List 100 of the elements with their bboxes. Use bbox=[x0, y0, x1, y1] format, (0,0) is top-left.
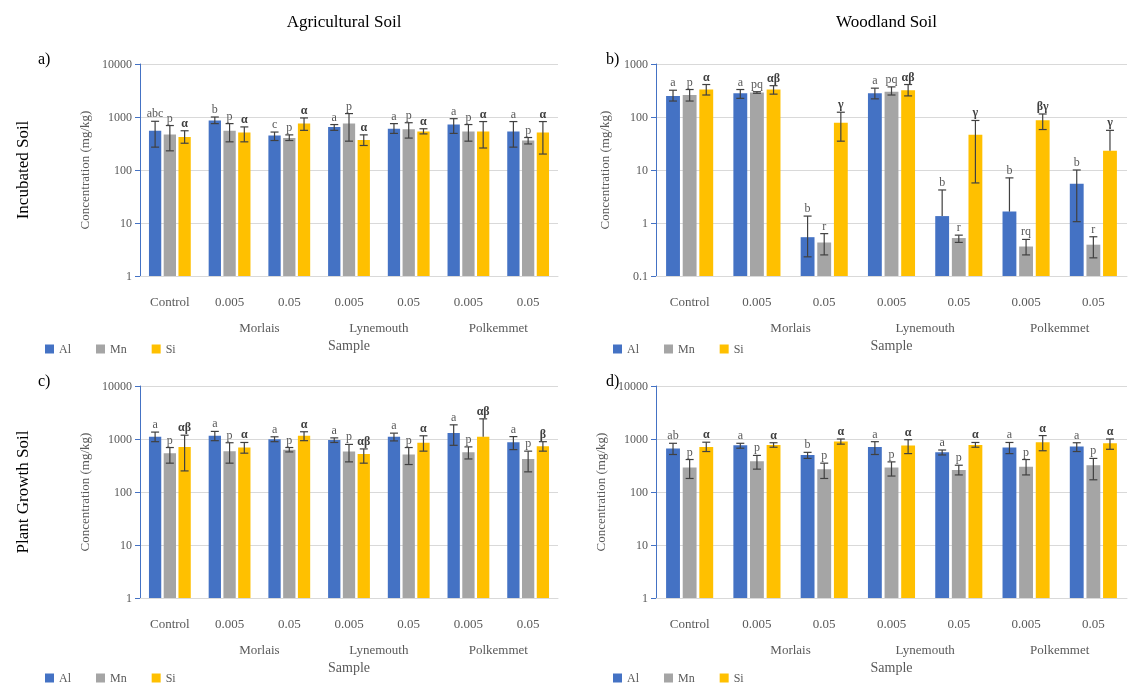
data-label: αβ bbox=[901, 69, 915, 84]
data-label: p bbox=[286, 119, 293, 134]
data-label: b bbox=[211, 102, 218, 116]
data-label: p bbox=[286, 432, 293, 447]
legend-label: Mn bbox=[678, 342, 695, 356]
data-label: a bbox=[872, 426, 879, 441]
y-tick-label: 1 bbox=[126, 269, 132, 283]
data-label: p bbox=[821, 448, 828, 463]
data-label: p bbox=[888, 446, 895, 461]
x-tick-label: 0.05 bbox=[397, 615, 421, 631]
x-tick-label: 0.05 bbox=[947, 293, 971, 309]
data-label: α bbox=[240, 111, 248, 126]
x-tick-label: Control bbox=[669, 293, 710, 309]
data-label: α bbox=[479, 106, 487, 121]
data-label: r bbox=[822, 218, 827, 233]
y-tick-label: 10000 bbox=[102, 379, 132, 393]
data-label: α bbox=[539, 106, 547, 121]
y-tick-label: 1000 bbox=[624, 57, 648, 71]
data-label: γ bbox=[837, 97, 845, 112]
data-label: p bbox=[405, 107, 412, 122]
data-label: p bbox=[465, 109, 472, 124]
data-label: αβ bbox=[767, 70, 781, 85]
legend-label: Si bbox=[165, 342, 177, 356]
data-label: α bbox=[770, 427, 778, 442]
legend-label: Al bbox=[627, 671, 640, 685]
data-label: a bbox=[331, 109, 338, 124]
data-label: pq bbox=[885, 71, 898, 86]
text: a) bbox=[38, 49, 51, 68]
data-label: p bbox=[166, 432, 173, 447]
data-label: a bbox=[331, 422, 338, 437]
text: Lynemouth bbox=[349, 641, 409, 657]
x-axis-title: Sample bbox=[328, 337, 370, 353]
text: Lynemouth bbox=[895, 319, 956, 335]
data-label: b bbox=[804, 437, 811, 452]
legend-label: Al bbox=[59, 342, 72, 356]
x-tick-label: 0.005 bbox=[453, 615, 484, 631]
data-label: α bbox=[972, 427, 980, 442]
text: Plant Growth Soil bbox=[12, 430, 32, 554]
y-tick-label: 1 bbox=[642, 216, 648, 230]
data-label: α bbox=[181, 115, 189, 130]
legend-label: Si bbox=[165, 671, 177, 685]
data-label: α bbox=[1106, 424, 1114, 438]
data-label: p bbox=[753, 440, 760, 455]
y-tick-label: 10000 bbox=[618, 379, 648, 393]
x-tick-label: 0.05 bbox=[947, 615, 971, 631]
x-tick-label: 0.005 bbox=[334, 615, 364, 631]
x-axis-title: Sample bbox=[870, 659, 913, 675]
chart-title: Woodland Soil bbox=[835, 12, 938, 31]
data-label: αβ bbox=[178, 420, 192, 435]
data-label: r bbox=[956, 220, 961, 235]
x-tick-label: 0.005 bbox=[1011, 615, 1041, 631]
data-label: γ bbox=[971, 105, 979, 120]
text: b) bbox=[606, 49, 620, 68]
data-label: a bbox=[1006, 427, 1013, 442]
x-tick-label: 0.05 bbox=[277, 615, 301, 631]
data-label: p bbox=[686, 444, 693, 459]
data-label: a bbox=[1074, 427, 1081, 442]
data-label: a bbox=[152, 417, 159, 432]
y-tick-label: 0.1 bbox=[633, 269, 648, 283]
x-tick-label: 0.005 bbox=[876, 293, 907, 309]
data-label: α bbox=[300, 416, 308, 431]
text: Polkemmet bbox=[1030, 319, 1090, 335]
y-tick-label: 100 bbox=[114, 485, 132, 499]
data-label: p bbox=[1090, 443, 1097, 458]
data-label: a bbox=[451, 409, 458, 424]
data-label: b bbox=[804, 201, 811, 216]
data-label: b bbox=[1006, 162, 1013, 177]
text: d) bbox=[606, 371, 620, 390]
data-label: βγ bbox=[1036, 98, 1050, 113]
legend-label: Mn bbox=[110, 671, 127, 685]
text: Morlais bbox=[770, 641, 811, 657]
data-label: pq bbox=[750, 76, 763, 91]
legend-label: Si bbox=[733, 671, 745, 685]
x-tick-label: 0.05 bbox=[516, 615, 540, 631]
x-tick-label: 0.05 bbox=[397, 293, 421, 309]
data-label: a bbox=[391, 108, 398, 123]
x-tick-label: 0.005 bbox=[1011, 293, 1041, 309]
data-label: a bbox=[271, 421, 278, 436]
data-label: p bbox=[465, 431, 472, 446]
data-label: p bbox=[686, 74, 693, 89]
data-label: αβ bbox=[357, 433, 371, 448]
x-tick-label: 0.005 bbox=[453, 293, 484, 309]
y-axis-title: Concentration (mg/kg) bbox=[597, 110, 612, 230]
text: Polkemmet bbox=[1030, 641, 1090, 657]
x-tick-label: 0.05 bbox=[1081, 293, 1105, 309]
data-label: α bbox=[904, 424, 912, 439]
legend-label: Mn bbox=[678, 671, 695, 685]
data-label: p bbox=[346, 98, 352, 113]
text: Polkemmet bbox=[468, 641, 529, 657]
text: Lynemouth bbox=[895, 641, 956, 657]
x-tick-label: Control bbox=[149, 293, 191, 309]
y-tick-label: 100 bbox=[630, 110, 648, 124]
data-label: p bbox=[166, 110, 173, 125]
y-tick-label: 100 bbox=[630, 485, 648, 499]
x-tick-label: 0.005 bbox=[214, 615, 245, 631]
data-label: ab bbox=[667, 428, 679, 443]
data-label: α bbox=[420, 113, 428, 128]
y-tick-label: 10000 bbox=[102, 57, 132, 71]
text: Morlais bbox=[239, 641, 280, 657]
legend-label: Mn bbox=[110, 342, 127, 356]
